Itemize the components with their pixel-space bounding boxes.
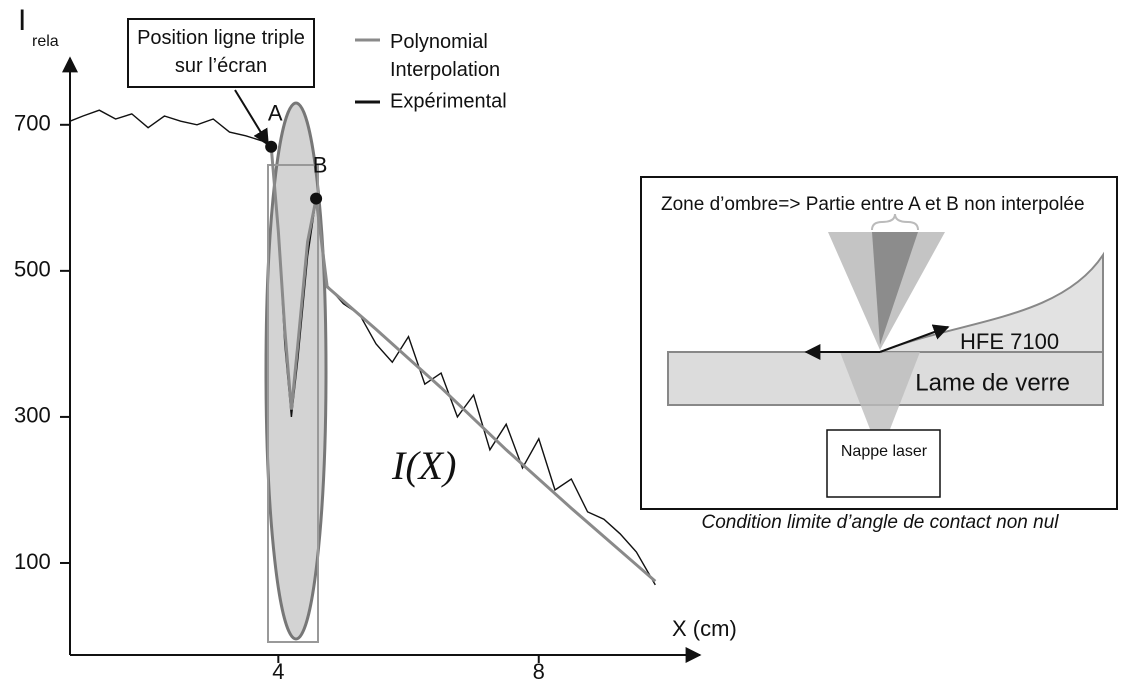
- callout-arrow: [234, 89, 269, 146]
- highlight-rect: [267, 164, 319, 643]
- y-tick-label: 500: [14, 257, 51, 282]
- y-tick-label: 700: [14, 111, 51, 136]
- plate-label: Lame de verre: [915, 369, 1070, 396]
- point-label: B: [313, 152, 328, 177]
- y-tick-label: 300: [14, 403, 51, 428]
- laser-label: Nappe laser: [840, 443, 928, 460]
- point-label: A: [268, 101, 283, 126]
- inset-shadow-label: Zone d’ombre=> Partie entre A et B non i…: [661, 194, 1085, 215]
- x-tick-label: 4: [272, 659, 284, 684]
- brace: [871, 213, 919, 231]
- legend-label: Expérimental: [390, 90, 507, 112]
- laser-box: [826, 429, 941, 498]
- x-label: X (cm): [672, 616, 737, 641]
- liquid-label: HFE 7100: [960, 329, 1059, 354]
- liquid: [879, 251, 1104, 353]
- inset-caption: Condition limite d’angle de contact non …: [701, 512, 1059, 533]
- x-tick-label: 8: [533, 659, 545, 684]
- callout: Position ligne triple sur l’écran: [127, 18, 315, 88]
- shadow-cone: [872, 232, 918, 345]
- y-label-sub: rela: [32, 33, 59, 50]
- legend-label: Polynomial Interpolation: [390, 31, 501, 81]
- series-line: [69, 109, 656, 586]
- y-label: I: [18, 4, 26, 37]
- y-tick-label: 100: [14, 549, 51, 574]
- point: [310, 192, 323, 205]
- laser-beam: [840, 352, 920, 455]
- curve-label: I(X): [391, 443, 456, 488]
- arrow: [879, 324, 950, 353]
- point: [265, 140, 278, 153]
